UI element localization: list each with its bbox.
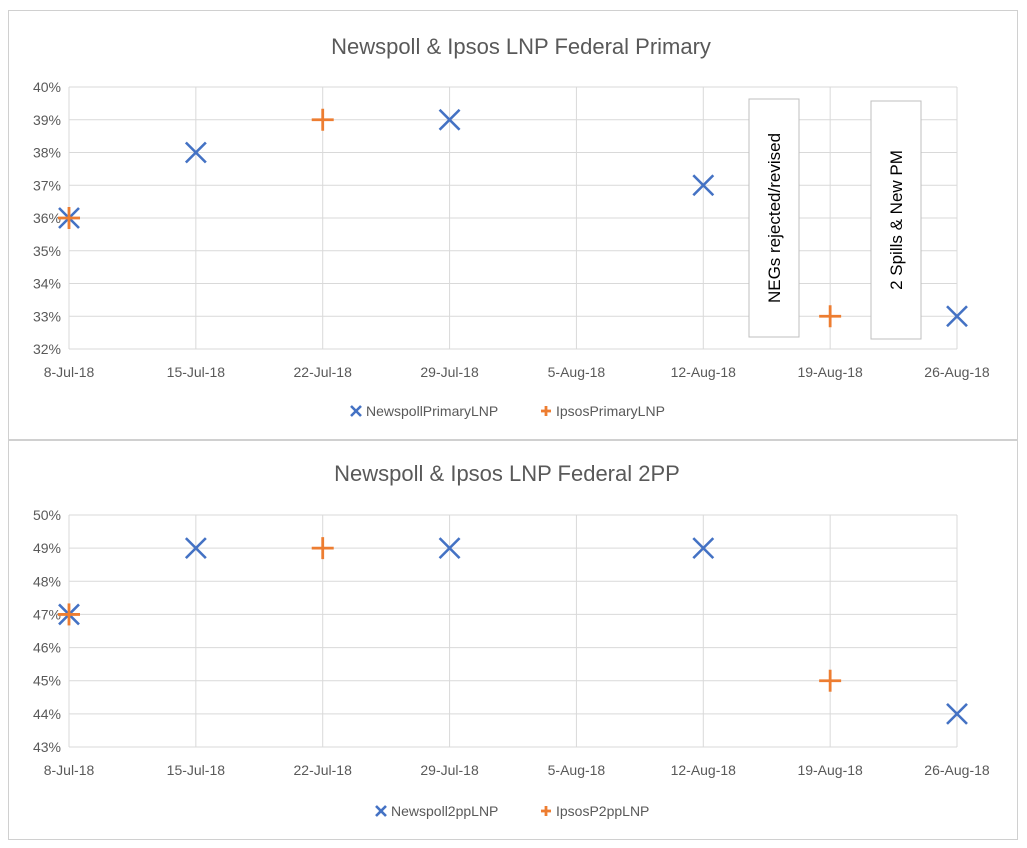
primary-x-tick-label: 12-Aug-18: [671, 364, 737, 380]
primary-y-tick-label: 40%: [33, 79, 61, 95]
chart-2pp: Newspoll & Ipsos LNP Federal 2PP 43% 44% 45…: [8, 440, 1018, 840]
primary-x-tick-label: 8-Jul-18: [44, 364, 95, 380]
twopp-y-tick-label: 45%: [33, 673, 61, 689]
twopp-title: Newspoll & Ipsos LNP Federal 2PP: [334, 461, 680, 486]
primary-point-IpsosPrimaryLNP: [311, 108, 334, 131]
primary-x-tick-label: 22-Jul-18: [294, 364, 353, 380]
primary-legend-marker: [541, 406, 551, 416]
twopp-x-tick-label: 19-Aug-18: [797, 762, 863, 778]
twopp-point-Newspoll2ppLNP: [692, 537, 715, 560]
twopp-point-IpsosP2ppLNP: [311, 537, 334, 560]
primary-point-IpsosPrimaryLNP: [58, 207, 80, 229]
twopp-point-Newspoll2ppLNP: [184, 537, 207, 560]
primary-point-IpsosPrimaryLNP: [819, 305, 842, 328]
twopp-x-tick-label: 22-Jul-18: [294, 762, 353, 778]
twopp-point-IpsosP2ppLNP: [58, 603, 80, 626]
twopp-x-tick-label: 8-Jul-18: [44, 762, 95, 778]
twopp-x-tick-label: 12-Aug-18: [671, 762, 737, 778]
primary-title: Newspoll & Ipsos LNP Federal Primary: [331, 34, 711, 59]
primary-x-tick-label: 26-Aug-18: [924, 364, 990, 380]
twopp-point-Newspoll2ppLNP: [946, 702, 968, 725]
primary-annotation-text: 2 Spills & New PM: [887, 150, 906, 290]
primary-y-tick-label: 38%: [33, 145, 61, 161]
twopp-x-tick-label: 26-Aug-18: [924, 762, 990, 778]
twopp-y-tick-label: 47%: [33, 606, 61, 622]
twopp-y-tick-label: 43%: [33, 739, 61, 755]
primary-y-tick-label: 32%: [33, 341, 61, 357]
twopp-legend-marker: [375, 805, 387, 817]
twopp-point-IpsosP2ppLNP: [819, 669, 842, 692]
primary-annotation: NEGs rejected/revised: [748, 98, 800, 338]
primary-legend-marker: [350, 405, 362, 417]
primary-annotation: 2 Spills & New PM: [870, 100, 922, 340]
twopp-y-tick-label: 46%: [33, 640, 61, 656]
primary-y-tick-label: 33%: [33, 308, 61, 324]
primary-point-NewspollPrimaryLNP: [946, 305, 968, 328]
twopp-x-tick-label: 29-Jul-18: [420, 762, 479, 778]
primary-y-tick-label: 34%: [33, 276, 61, 292]
primary-x-tick-label: 19-Aug-18: [797, 364, 863, 380]
primary-y-tick-label: 39%: [33, 112, 61, 128]
primary-y-tick-label: 36%: [33, 210, 61, 226]
primary-x-tick-label: 29-Jul-18: [420, 364, 479, 380]
twopp-y-tick-label: 48%: [33, 573, 61, 589]
primary-legend: NewspollPrimaryLNP IpsosPrimaryLNP: [350, 403, 665, 419]
twopp-y-tick-label: 50%: [33, 507, 61, 523]
twopp-x-tick-label: 5-Aug-18: [548, 762, 606, 778]
primary-y-tick-label: 37%: [33, 177, 61, 193]
twopp-legend: Newspoll2ppLNP IpsosP2ppLNP: [375, 803, 649, 819]
twopp-x-tick-label: 15-Jul-18: [167, 762, 226, 778]
chart-primary: Newspoll & Ipsos LNP Federal Primary 32% 3…: [8, 10, 1018, 440]
primary-point-NewspollPrimaryLNP: [184, 141, 207, 164]
primary-legend-label: IpsosPrimaryLNP: [556, 403, 665, 419]
primary-x-tick-label: 15-Jul-18: [167, 364, 226, 380]
twopp-point-Newspoll2ppLNP: [438, 537, 461, 560]
twopp-y-tick-label: 49%: [33, 540, 61, 556]
primary-point-NewspollPrimaryLNP: [438, 108, 461, 131]
primary-x-tick-label: 5-Aug-18: [548, 364, 606, 380]
chart-primary-svg: Newspoll & Ipsos LNP Federal Primary 32% 3…: [33, 34, 990, 419]
twopp-legend-marker: [541, 806, 551, 816]
chart-2pp-svg: Newspoll & Ipsos LNP Federal 2PP 43% 44% 45…: [33, 461, 990, 819]
twopp-y-tick-label: 44%: [33, 706, 61, 722]
primary-point-NewspollPrimaryLNP: [692, 174, 715, 197]
twopp-legend-label: IpsosP2ppLNP: [556, 803, 649, 819]
primary-legend-label: NewspollPrimaryLNP: [366, 403, 498, 419]
primary-annotation-text: NEGs rejected/revised: [765, 133, 784, 303]
primary-y-tick-label: 35%: [33, 243, 61, 259]
twopp-legend-label: Newspoll2ppLNP: [391, 803, 498, 819]
